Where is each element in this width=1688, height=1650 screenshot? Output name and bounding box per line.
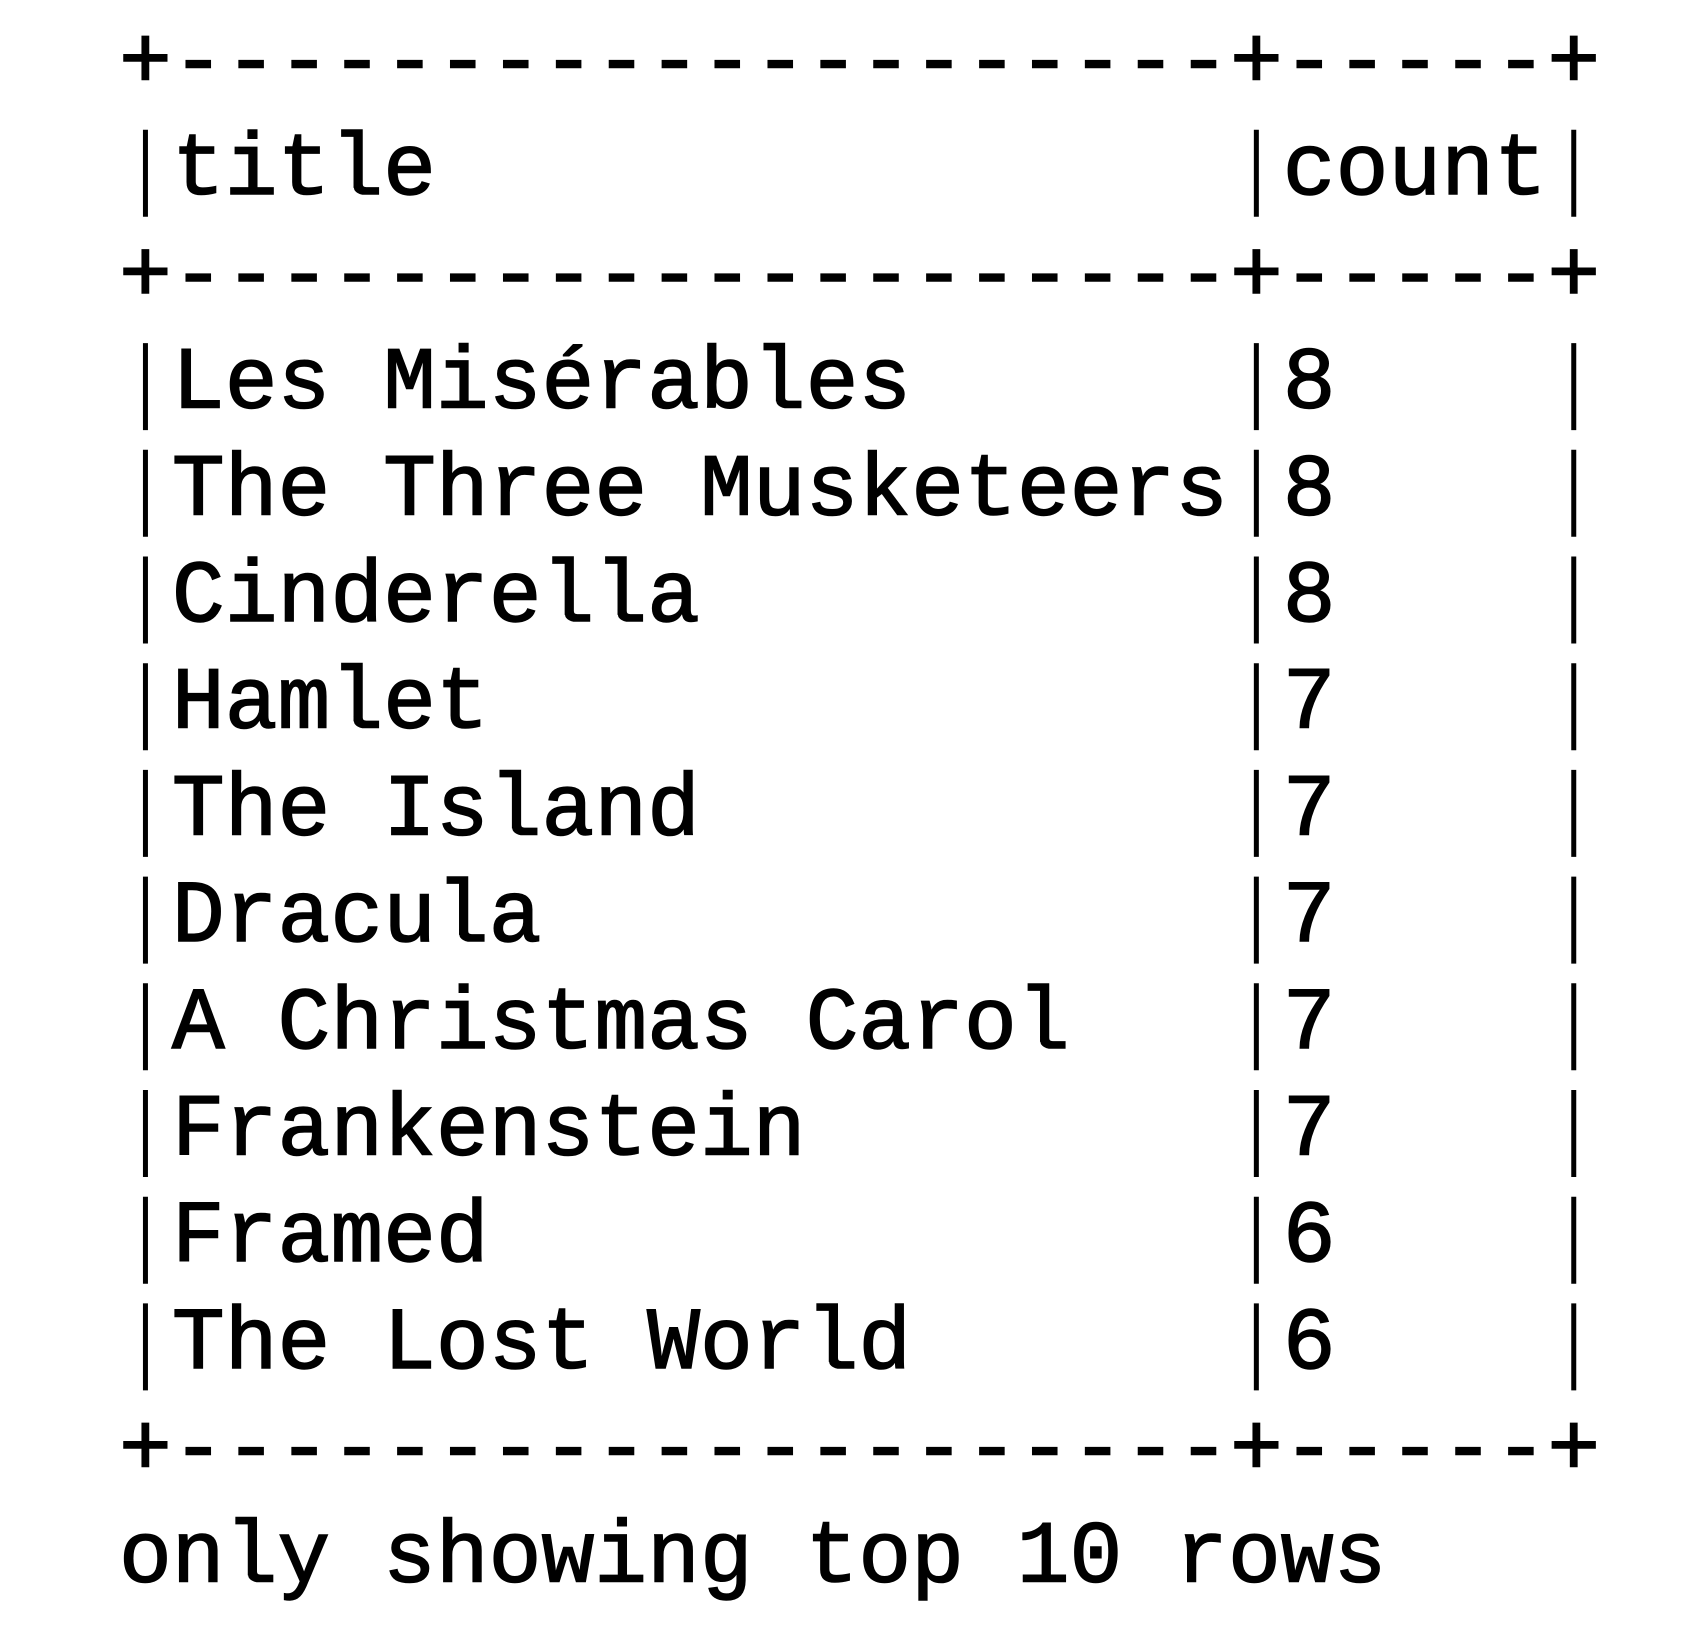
- count-cell: 7: [1283, 869, 1336, 968]
- count-cell: 8: [1283, 442, 1336, 541]
- header-cell: title: [172, 122, 436, 221]
- count-cell: 7: [1283, 656, 1336, 755]
- title-cell: Cinderella: [172, 549, 700, 648]
- table-border: +--------------------+-----+: [119, 229, 1600, 328]
- title-cell: Hamlet: [172, 656, 489, 755]
- count-cell: 7: [1283, 1083, 1336, 1182]
- count-cell: 8: [1283, 549, 1336, 648]
- title-cell: The Island: [172, 762, 700, 861]
- table-border: +--------------------+-----+: [119, 16, 1600, 115]
- count-cell: 6: [1283, 1296, 1336, 1395]
- title-cell: Dracula: [172, 869, 542, 968]
- title-cell: Les Misérables: [172, 336, 911, 435]
- count-cell: 8: [1283, 336, 1336, 435]
- title-cell: Frankenstein: [172, 1083, 806, 1182]
- title-cell: Framed: [172, 1189, 489, 1288]
- title-cell: A Christmas Carol: [172, 976, 1070, 1075]
- title-cell: The Lost World: [172, 1296, 911, 1395]
- header-cell: count: [1283, 122, 1547, 221]
- count-cell: 7: [1283, 976, 1336, 1075]
- table-border: +--------------------+-----+: [119, 1403, 1600, 1502]
- title-cell: The Three Musketeers: [172, 442, 1228, 541]
- count-cell: 6: [1283, 1189, 1336, 1288]
- count-cell: 7: [1283, 762, 1336, 861]
- footer-note: only showing top 10 rows: [119, 1509, 1386, 1608]
